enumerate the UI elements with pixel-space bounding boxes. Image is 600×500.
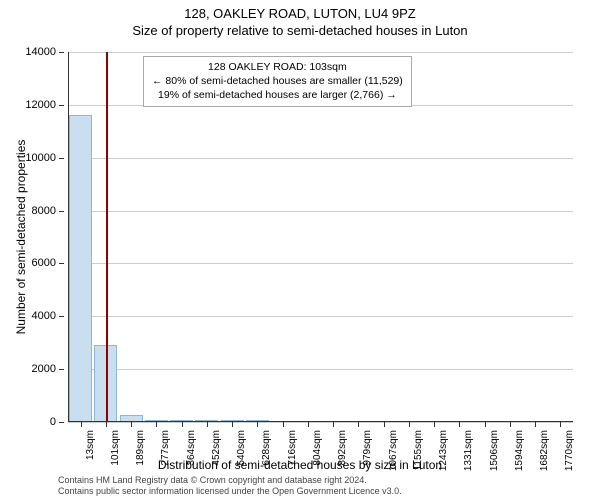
y-tick-label: 12000 — [25, 99, 56, 111]
x-tick — [81, 422, 82, 427]
footer: Contains HM Land Registry data © Crown c… — [58, 475, 402, 498]
y-tick — [59, 52, 64, 53]
grid-line — [68, 158, 573, 159]
y-tick — [59, 158, 64, 159]
annotation-line: 128 OAKLEY ROAD: 103sqm — [152, 60, 403, 74]
y-tick-label: 4000 — [32, 310, 56, 322]
grid-line — [68, 369, 573, 370]
y-tick-label: 0 — [50, 416, 56, 428]
y-tick — [59, 263, 64, 264]
x-tick — [207, 422, 208, 427]
x-tick-label: 13sqm — [85, 430, 96, 460]
plot-area: 0200040006000800010000120001400013sqm101… — [68, 52, 573, 422]
y-tick — [59, 369, 64, 370]
y-tick — [59, 105, 64, 106]
footer-line-2: Contains public sector information licen… — [58, 486, 402, 498]
y-tick-label: 6000 — [32, 257, 56, 269]
annotation-line: 19% of semi-detached houses are larger (… — [152, 88, 403, 102]
grid-line — [68, 211, 573, 212]
x-tick — [182, 422, 183, 427]
x-tick — [485, 422, 486, 427]
y-axis-line — [68, 52, 69, 422]
x-tick — [459, 422, 460, 427]
footer-line-1: Contains HM Land Registry data © Crown c… — [58, 475, 402, 487]
annotation-box: 128 OAKLEY ROAD: 103sqm← 80% of semi-det… — [143, 56, 412, 107]
y-tick-label: 14000 — [25, 46, 56, 58]
grid-line — [68, 316, 573, 317]
grid-line — [68, 52, 573, 53]
x-tick — [257, 422, 258, 427]
y-tick — [59, 422, 64, 423]
chart-area: 0200040006000800010000120001400013sqm101… — [68, 52, 573, 422]
page-subtitle: Size of property relative to semi-detach… — [0, 21, 600, 38]
x-tick — [384, 422, 385, 427]
x-tick — [510, 422, 511, 427]
x-tick — [333, 422, 334, 427]
grid-line — [68, 263, 573, 264]
x-axis-title: Distribution of semi-detached houses by … — [0, 458, 600, 472]
page-title: 128, OAKLEY ROAD, LUTON, LU4 9PZ — [0, 0, 600, 21]
x-tick — [409, 422, 410, 427]
y-tick — [59, 316, 64, 317]
annotation-line: ← 80% of semi-detached houses are smalle… — [152, 74, 403, 88]
grid-line — [68, 422, 573, 423]
y-tick — [59, 211, 64, 212]
x-tick — [232, 422, 233, 427]
x-tick — [308, 422, 309, 427]
x-tick — [434, 422, 435, 427]
bar — [69, 115, 92, 422]
y-tick-label: 8000 — [32, 205, 56, 217]
x-tick — [156, 422, 157, 427]
x-axis-line — [68, 421, 573, 422]
y-tick-label: 2000 — [32, 363, 56, 375]
x-tick — [535, 422, 536, 427]
y-tick-label: 10000 — [25, 152, 56, 164]
x-tick — [106, 422, 107, 427]
x-tick — [283, 422, 284, 427]
x-tick — [131, 422, 132, 427]
x-tick — [358, 422, 359, 427]
y-axis-title: Number of semi-detached properties — [14, 140, 28, 335]
marker-line — [106, 52, 108, 422]
x-tick — [560, 422, 561, 427]
